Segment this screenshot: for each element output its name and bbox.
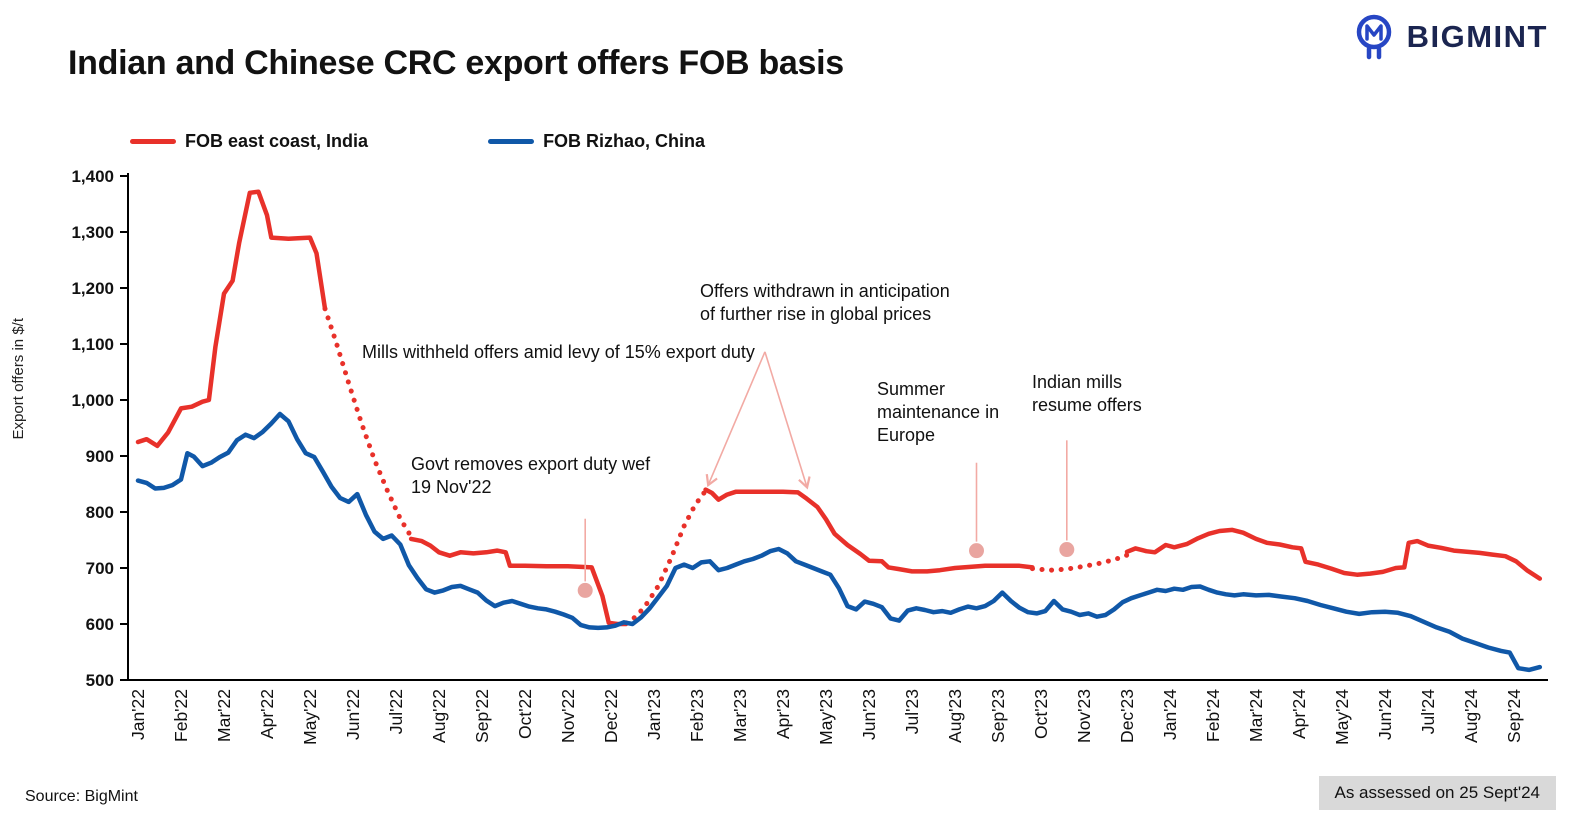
svg-text:800: 800 (86, 503, 114, 522)
y-axis-title: Export offers in $/t (10, 318, 27, 440)
svg-text:Mar'23: Mar'23 (730, 689, 750, 742)
svg-text:Feb'24: Feb'24 (1203, 689, 1223, 742)
svg-text:Apr'22: Apr'22 (257, 689, 277, 739)
assessed-note: As assessed on 25 Sept'24 (1318, 776, 1556, 810)
svg-text:Aug'22: Aug'22 (429, 689, 449, 743)
svg-text:Nov'22: Nov'22 (558, 689, 578, 743)
svg-text:900: 900 (86, 447, 114, 466)
legend-label-india: FOB east coast, India (185, 131, 369, 151)
svg-text:1,400: 1,400 (71, 167, 114, 186)
svg-text:Jun'22: Jun'22 (343, 689, 363, 740)
svg-text:600: 600 (86, 615, 114, 634)
svg-text:1,000: 1,000 (71, 391, 114, 410)
svg-text:Nov'23: Nov'23 (1074, 689, 1094, 743)
svg-text:Jun'23: Jun'23 (859, 689, 879, 740)
svg-text:Jan'24: Jan'24 (1160, 689, 1180, 740)
svg-text:1,300: 1,300 (71, 223, 114, 242)
svg-text:Jan'22: Jan'22 (128, 689, 148, 740)
legend-item-india: FOB east coast, India (130, 131, 368, 152)
line-chart: 500 600 700 800 900 1,000 1,100 1,200 1,300 1,400… (71, 167, 1548, 745)
svg-text:Mar'24: Mar'24 (1246, 689, 1266, 742)
svg-text:Jun'24: Jun'24 (1375, 689, 1395, 740)
svg-text:Sep'24: Sep'24 (1504, 689, 1524, 743)
source-note: Source: BigMint (25, 788, 138, 805)
bigmint-logo-icon (1356, 14, 1391, 60)
svg-text:Apr'23: Apr'23 (773, 689, 793, 739)
svg-text:Feb'23: Feb'23 (687, 689, 707, 742)
svg-text:500: 500 (86, 671, 114, 690)
svg-text:Oct'22: Oct'22 (515, 689, 535, 739)
legend-label-china: FOB Rizhao, China (543, 131, 706, 151)
svg-text:Oct'23: Oct'23 (1031, 689, 1051, 739)
svg-text:Mar'22: Mar'22 (214, 689, 234, 742)
legend-swatch-china (488, 139, 535, 144)
svg-text:Feb'22: Feb'22 (171, 689, 191, 742)
svg-text:Apr'24: Apr'24 (1289, 689, 1309, 739)
svg-text:Sep'22: Sep'22 (472, 689, 492, 743)
svg-text:1,200: 1,200 (71, 279, 114, 298)
svg-text:May'23: May'23 (816, 689, 836, 745)
brand-name: BIGMINT (1406, 19, 1548, 54)
legend-swatch-india (130, 139, 176, 144)
svg-text:Dec'22: Dec'22 (601, 689, 621, 743)
svg-text:May'24: May'24 (1332, 689, 1352, 745)
svg-text:Jan'23: Jan'23 (644, 689, 664, 740)
svg-text:Aug'23: Aug'23 (945, 689, 965, 743)
svg-text:Jul'23: Jul'23 (902, 689, 922, 734)
svg-text:700: 700 (86, 559, 114, 578)
legend-item-china: FOB Rizhao, China (488, 131, 705, 152)
svg-text:Jul'24: Jul'24 (1418, 689, 1438, 734)
svg-text:Aug'24: Aug'24 (1461, 689, 1481, 743)
chart-title: Indian and Chinese CRC export offers FOB… (68, 44, 844, 82)
svg-text:Sep'23: Sep'23 (988, 689, 1008, 743)
svg-text:Dec'23: Dec'23 (1117, 689, 1137, 743)
chart-legend: FOB east coast, India FOB Rizhao, China (130, 131, 705, 152)
svg-text:Jul'22: Jul'22 (386, 689, 406, 734)
svg-text:May'22: May'22 (300, 689, 320, 745)
svg-text:1,100: 1,100 (71, 335, 114, 354)
brand-logo: BIGMINT (1351, 12, 1548, 62)
